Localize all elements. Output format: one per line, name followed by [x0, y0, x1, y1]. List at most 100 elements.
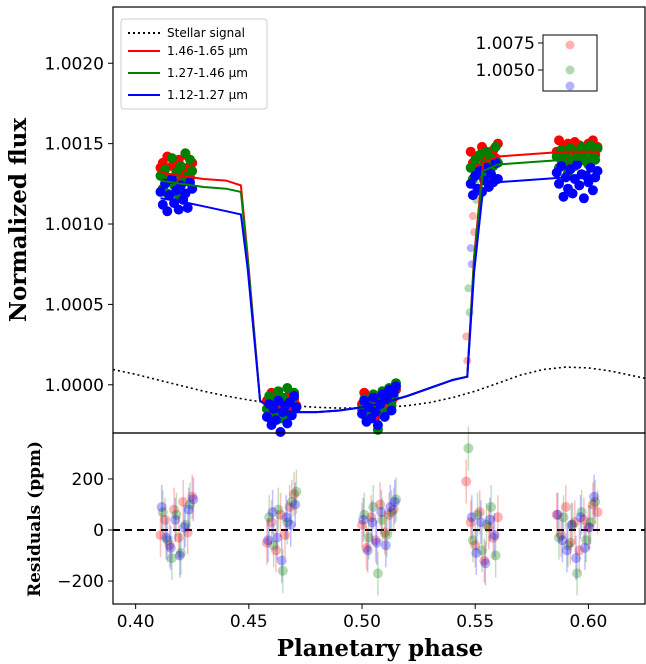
flux-y-tick-label: 1.0010 [45, 215, 104, 235]
data-point-series-2 [282, 418, 293, 429]
data-point-series-2 [261, 411, 272, 422]
residuals-panel: 200 0 −200 Residuals (ppm) [25, 426, 646, 605]
inset-marker-green [565, 65, 575, 75]
x-tick-label: 0.50 [343, 612, 381, 632]
residual-point-series-0 [164, 540, 175, 551]
residual-point-series-0 [474, 507, 485, 518]
residual-point-series-2 [580, 542, 590, 553]
residual-point-series-2 [290, 499, 301, 510]
residual-point-series-1 [359, 509, 370, 520]
data-point-series-1 [185, 154, 195, 165]
legend: Stellar signal 1.46-1.65 μm 1.27-1.46 μm… [120, 18, 268, 110]
residual-point-series-2 [376, 507, 387, 518]
residual-point-series-0 [370, 535, 381, 546]
residual-point-series-2 [389, 496, 400, 507]
residual-point-series-2 [584, 522, 595, 533]
data-point-series-2 [558, 191, 569, 202]
data-point-series-2 [162, 206, 173, 217]
data-point-series-2 [567, 188, 578, 199]
residual-point-series-1 [590, 496, 601, 507]
residual-point-series-0 [173, 532, 184, 543]
inset-frame [542, 34, 598, 92]
residual-point-series-1 [581, 535, 592, 546]
residual-point-series-1 [363, 532, 374, 543]
legend-box [120, 18, 268, 110]
residual-point-series-0 [583, 522, 594, 533]
residual-point-series-0 [492, 512, 503, 523]
residual-point-series-0 [574, 545, 585, 556]
residual-point-series-0 [556, 530, 567, 541]
residual-point-series-0 [187, 491, 198, 502]
residual-point-series-1 [490, 550, 501, 561]
residual-point-series-1 [171, 509, 182, 520]
residual-point-series-2 [161, 532, 172, 543]
residual-point-series-2 [480, 558, 491, 569]
residual-point-series-1 [554, 532, 564, 543]
transition-point [462, 332, 471, 341]
model-line-series-1 [160, 158, 600, 414]
residual-point-series-1 [166, 553, 177, 564]
inset-tick-label: 1.0050 [476, 61, 535, 81]
residuals-y-tick-label: 200 [72, 470, 104, 490]
legend-label-green: 1.27-1.46 μm [167, 66, 248, 80]
residual-point-series-2 [263, 535, 274, 546]
data-point-series-1 [175, 161, 186, 172]
residual-point-series-2 [575, 512, 586, 523]
residual-point-series-0 [169, 504, 180, 515]
x-tick-label: 0.60 [569, 612, 607, 632]
residuals-y-ticks: 200 0 −200 [57, 470, 113, 592]
data-point-series-2 [592, 166, 603, 176]
data-point-series-1 [166, 153, 177, 164]
data-point-series-2 [155, 186, 166, 197]
residual-point-series-0 [182, 527, 193, 538]
residual-point-series-0 [592, 507, 603, 518]
residual-point-series-1 [157, 507, 168, 518]
residuals-y-tick-label: 0 [93, 521, 104, 541]
flux-y-tick-label: 1.0015 [45, 135, 104, 155]
residual-point-series-2 [358, 514, 369, 525]
residual-point-series-0 [465, 517, 476, 528]
legend-label-red: 1.46-1.65 μm [167, 44, 248, 58]
flux-y-tick-label: 1.0005 [45, 295, 104, 315]
data-point-series-2 [554, 178, 564, 189]
x-axis-title: Planetary phase [277, 635, 484, 662]
residual-point-series-1 [472, 509, 483, 520]
residual-point-series-2 [557, 535, 568, 546]
residual-point-series-0 [284, 502, 295, 512]
flux-y-ticks: 1.0000 1.0005 1.0010 1.0015 1.0020 [45, 54, 113, 396]
residual-point-series-1 [391, 494, 401, 505]
residual-point-series-0 [155, 530, 166, 541]
residual-point-series-2 [272, 532, 283, 543]
residual-point-series-1 [264, 512, 275, 523]
residual-point-series-2 [362, 545, 373, 556]
residual-point-series-2 [367, 517, 378, 528]
residual-point-series-2 [385, 502, 396, 512]
flux-panel: 1.0000 1.0005 1.0010 1.0015 1.0020 Normalize… [5, 6, 646, 437]
transition-point [464, 284, 473, 293]
model-line-series-0 [160, 150, 600, 414]
residual-point-series-0 [280, 530, 291, 541]
data-point-series-2 [271, 415, 281, 426]
residual-point-series-0 [178, 496, 189, 507]
residual-point-series-2 [285, 519, 296, 530]
residual-point-series-0 [289, 489, 300, 500]
data-point-series-2 [182, 202, 193, 213]
data-point-series-2 [587, 185, 598, 196]
residual-point-series-1 [567, 519, 578, 530]
residual-point-series-2 [165, 542, 176, 553]
data-point-series-2 [275, 427, 286, 437]
residual-point-series-0 [470, 540, 481, 551]
inset-marker-blue [565, 81, 575, 91]
residual-point-series-1 [481, 519, 492, 530]
residuals-plot-area [113, 426, 645, 596]
residual-point-series-1 [282, 517, 293, 528]
residuals-y-tick-label: −200 [57, 572, 104, 592]
residual-point-series-0 [569, 517, 580, 528]
data-point-series-2 [574, 180, 585, 191]
residual-point-series-2 [179, 522, 190, 533]
inset-tick-label: 1.0075 [476, 34, 535, 54]
transition-point [466, 244, 475, 253]
data-point-series-1 [490, 141, 501, 152]
residual-point-series-2 [484, 514, 495, 525]
residual-point-series-1 [463, 443, 474, 454]
